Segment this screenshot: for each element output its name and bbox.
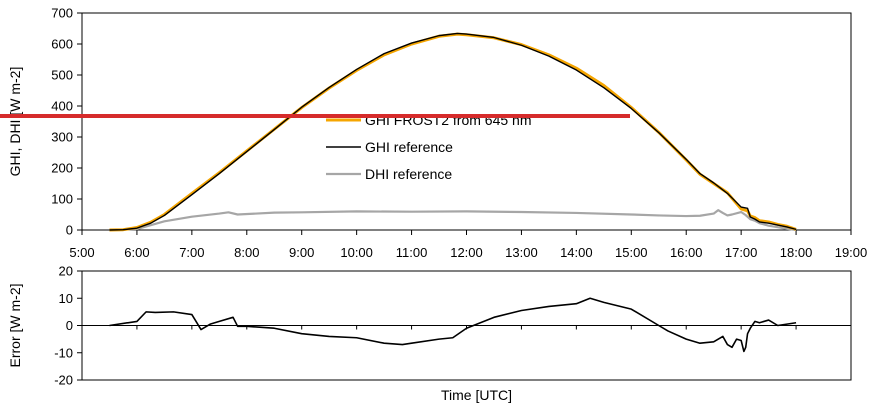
y-tick-label: 0 xyxy=(66,223,73,238)
ghi-dhi-panel: 0 100 200 300 400 500 600 700 5:00 6:00 7:00 8:00 9:… xyxy=(7,6,867,261)
y-tick-label: -10 xyxy=(54,345,73,360)
x-tick-label: 7:00 xyxy=(179,245,204,260)
y-tick-label: 600 xyxy=(51,37,73,52)
x-axis-label: Time [UTC] xyxy=(441,387,512,403)
y-tick-label: 10 xyxy=(59,291,73,306)
y-tick-label: 300 xyxy=(51,130,73,145)
x-tick-label: 11:00 xyxy=(396,245,428,260)
error-panel: -20 -10 0 10 20 Error [W m-2] Time [UTC] xyxy=(7,264,852,403)
x-tick-label: 17:00 xyxy=(725,245,758,260)
x-tick-label: 10:00 xyxy=(340,245,373,260)
error-series-line xyxy=(109,297,797,353)
x-tick-label: 9:00 xyxy=(289,245,314,260)
y-tick-label: 700 xyxy=(51,6,73,21)
x-tick-label: 18:00 xyxy=(780,245,813,260)
y-tick-label: 200 xyxy=(51,161,73,176)
y-tick-label: 100 xyxy=(51,192,73,207)
x-tick-label: 6:00 xyxy=(124,245,149,260)
y-tick-label: 0 xyxy=(66,318,73,333)
x-tick-label: 16:00 xyxy=(670,245,703,260)
legend-label: DHI reference xyxy=(365,166,452,182)
y-tick-label: -20 xyxy=(54,373,73,388)
y-axis-label: GHI, DHI [W m-2] xyxy=(7,67,23,177)
y-tick-label: 400 xyxy=(51,99,73,114)
y-tick-label: 500 xyxy=(51,68,73,83)
x-tick-label: 13:00 xyxy=(505,245,538,260)
x-tick-label: 8:00 xyxy=(234,245,259,260)
x-tick-label: 12:00 xyxy=(450,245,483,260)
series-line-1 xyxy=(109,32,797,231)
x-tick-label: 14:00 xyxy=(560,245,593,260)
x-tick-label: 15:00 xyxy=(615,245,648,260)
legend-label: GHI reference xyxy=(365,139,453,155)
red-overlay-bar xyxy=(0,114,630,118)
y-axis-label: Error [W m-2] xyxy=(7,284,23,368)
x-tick-label: 19:00 xyxy=(835,245,868,260)
y-tick-label: 20 xyxy=(59,264,73,279)
x-tick-label: 5:00 xyxy=(69,245,94,260)
series-line-2 xyxy=(109,209,797,232)
series-line-0 xyxy=(109,32,797,232)
